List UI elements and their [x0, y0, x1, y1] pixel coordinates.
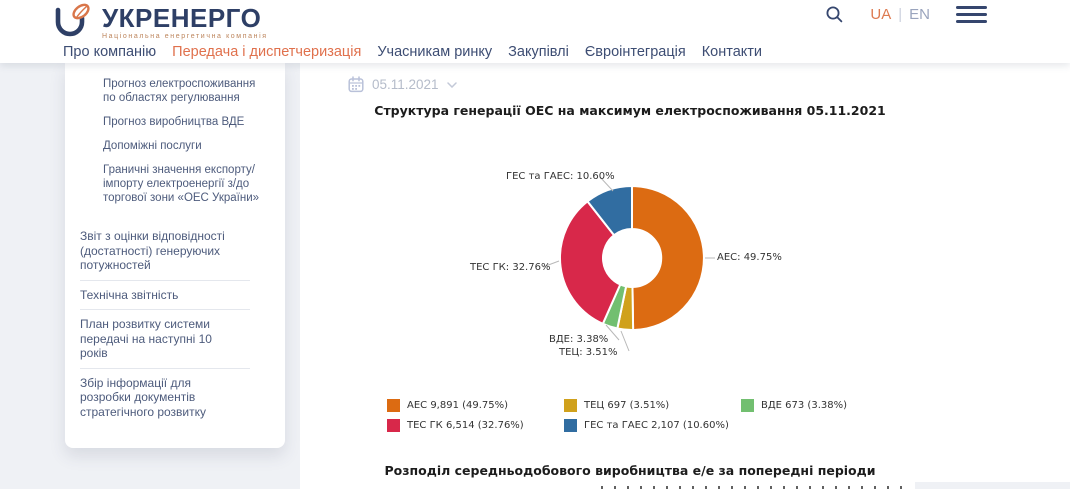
nav-contacts[interactable]: Контакти [701, 44, 763, 60]
search-button[interactable] [825, 5, 844, 24]
divider [80, 367, 250, 369]
divider [80, 279, 250, 281]
logo-title: УКРЕНЕРГО [102, 3, 262, 33]
leader-line-vde [605, 324, 620, 341]
lang-ua[interactable]: UA [870, 6, 892, 23]
logo[interactable]: УКРЕНЕРГО Національна енергетична компан… [48, 2, 268, 42]
chart-title: Структура генерації ОЕС на максимум елек… [374, 103, 886, 118]
search-icon [826, 6, 843, 23]
chevron-down-icon [446, 81, 457, 88]
donut-chart[interactable] [370, 140, 890, 370]
lang-en[interactable]: EN [909, 6, 930, 23]
nav-procurement[interactable]: Закупівлі [508, 44, 569, 60]
legend-item-vde[interactable]: ВДЕ 673 (3.38%) [741, 399, 918, 412]
next-section-title: Розподіл середньодобового виробництва е/… [384, 463, 876, 478]
leader-line-hes [599, 176, 614, 192]
sidebar-item-ancillary-services[interactable]: Допоміжні послуги [103, 140, 202, 152]
legend-swatch-hes-haes [564, 419, 577, 432]
header: УКРЕНЕРГО Національна енергетична компан… [0, 0, 1070, 63]
legend-item-tec[interactable]: ТЕЦ 697 (3.51%) [564, 399, 741, 412]
lang-separator: | [898, 6, 903, 23]
slice-label-vde: ВДЕ: 3.38% [549, 334, 609, 345]
legend-swatch-tec [564, 399, 577, 412]
legend-swatch-aes [387, 399, 400, 412]
date-value: 05.11.2021 [372, 77, 439, 92]
logo-subtitle: Національна енергетична компанія [102, 33, 268, 40]
slice-label-hes-haes: ГЕС та ГАЕС: 10.60% [506, 171, 615, 182]
menu-button[interactable] [956, 6, 987, 23]
sidebar: Прогноз електроспоживання по областях ре… [65, 63, 285, 448]
clipped-next-content [601, 486, 905, 489]
legend-item-tes-gk[interactable]: ТЕС ГК 6,514 (32.76%) [387, 419, 564, 432]
slice-label-tes-gk: ТЕС ГК: 32.76% [470, 262, 551, 273]
sidebar-item-consumption-forecast[interactable]: Прогноз електроспоживання по областях ре… [103, 78, 256, 104]
logo-icon [55, 3, 90, 37]
divider [80, 309, 250, 310]
date-picker[interactable]: 05.11.2021 [348, 76, 457, 93]
legend-swatch-vde [741, 399, 754, 412]
calendar-icon [348, 76, 364, 93]
slice-label-tec: ТЕЦ: 3.51% [559, 347, 618, 358]
sidebar-item-res-forecast[interactable]: Прогноз виробництва ВДЕ [103, 116, 245, 128]
leader-line-tec [620, 330, 630, 352]
slice-label-aes: АЕС: 49.75% [717, 252, 782, 263]
menu-icon [956, 6, 987, 9]
nav-market-participants[interactable]: Учасникам ринку [377, 44, 493, 60]
chart-legend: АЕС 9,891 (49.75%) ТЕЦ 697 (3.51%) ВДЕ 6… [387, 399, 918, 432]
nav-about[interactable]: Про компанію [63, 44, 157, 60]
sidebar-item-strategic-documents[interactable]: Збір інформації для розробки документів … [80, 375, 207, 419]
leader-line-tes [542, 260, 560, 268]
donut-slice-ГЕС та ГАЕС[interactable] [586, 185, 633, 237]
sidebar-item-adequacy-report[interactable]: Звіт з оцінки відповідності (достатності… [80, 229, 225, 272]
language-switcher: UA | EN [870, 6, 930, 23]
main-nav: Про компанію Передача і диспетчеризація … [63, 44, 762, 60]
nav-transmission-dispatch[interactable]: Передача і диспетчеризація [172, 44, 362, 60]
legend-swatch-tes-gk [387, 419, 400, 432]
sidebar-item-export-import-limits[interactable]: Граничні значення експорту/ імпорту елек… [103, 164, 260, 204]
nav-eurointegration[interactable]: Євроінтеграція [584, 44, 686, 60]
legend-item-aes[interactable]: АЕС 9,891 (49.75%) [387, 399, 564, 412]
sidebar-item-development-plan[interactable]: План розвитку системи передачі на наступ… [80, 317, 212, 360]
legend-item-hes-haes[interactable]: ГЕС та ГАЕС 2,107 (10.60%) [564, 419, 741, 432]
sidebar-item-technical-reporting[interactable]: Технічна звітність [80, 287, 179, 302]
donut-slice-ТЕС ГК[interactable] [559, 200, 622, 325]
donut-slice-АЕС[interactable] [631, 185, 705, 331]
